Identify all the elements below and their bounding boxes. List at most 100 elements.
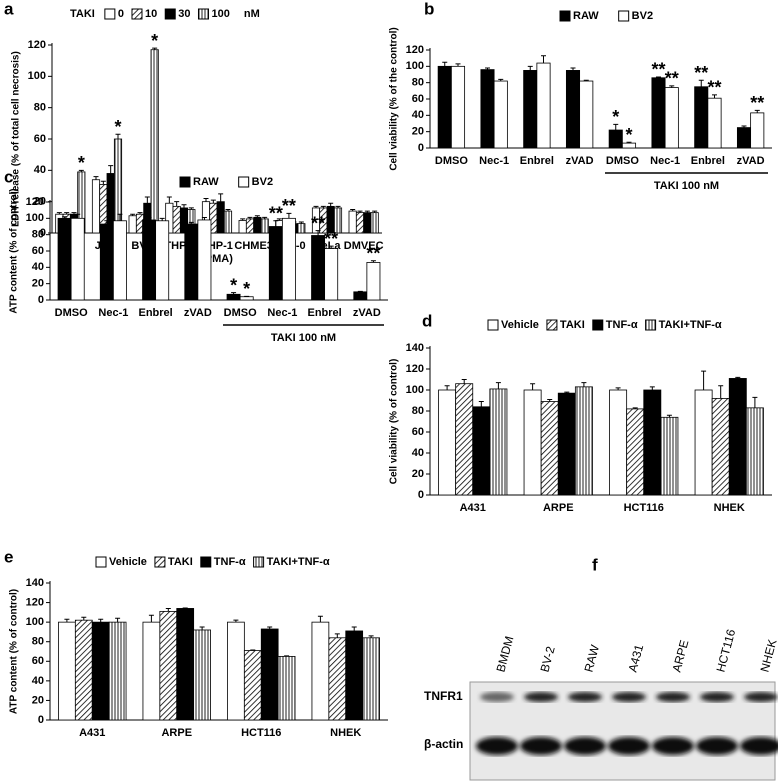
bar [311, 235, 326, 301]
error-bar [570, 67, 576, 71]
x-tick-label: Nec-1 [479, 155, 509, 167]
x-tick-label: NHEK [714, 502, 745, 514]
error-bar [218, 193, 224, 202]
band [564, 737, 606, 755]
bar [557, 392, 576, 496]
y-tick-label: 100 [26, 616, 44, 628]
legend-swatch [559, 10, 571, 22]
bar [745, 407, 764, 496]
bar [113, 138, 123, 234]
x-tick-label: DMSO [606, 155, 639, 167]
y-tick-label: 140 [26, 577, 44, 589]
bar [58, 621, 76, 721]
legend-swatch [131, 8, 143, 20]
error-bar [188, 221, 194, 225]
error-bar [148, 614, 154, 623]
bar [245, 218, 255, 234]
error-bar [165, 607, 171, 612]
band [568, 692, 602, 702]
error-bar [166, 196, 172, 204]
y-tick-label: 120 [406, 363, 424, 375]
bar [608, 129, 623, 149]
lane-label: NHEK [757, 638, 778, 674]
bar [150, 49, 159, 234]
bar [159, 610, 178, 721]
error-bar [455, 63, 461, 67]
error-bar [368, 635, 374, 638]
error-bar [444, 385, 450, 390]
error-bar [370, 260, 376, 263]
error-bar [547, 398, 553, 402]
error-bar [741, 125, 747, 128]
bar [243, 650, 262, 721]
error-bar [144, 196, 150, 204]
legend-swatch [154, 556, 166, 568]
error-bar [108, 165, 114, 174]
significance-mark: ** [282, 196, 296, 216]
bar [536, 62, 551, 149]
legend-swatch [200, 556, 212, 568]
error-bar [98, 618, 104, 623]
y-tick-label: 20 [412, 126, 424, 138]
significance-mark: * [243, 279, 250, 299]
bar [450, 65, 466, 149]
lane-label: BV-2 [537, 645, 557, 674]
error-bar [188, 207, 194, 210]
error-bar [495, 382, 501, 389]
error-bar [315, 230, 321, 236]
bar [281, 217, 296, 301]
y-tick-label: 40 [34, 164, 46, 176]
error-bar [199, 626, 205, 630]
error-bar [115, 133, 121, 139]
y-tick-label: 20 [412, 468, 424, 480]
error-bar [71, 212, 77, 215]
bar [523, 389, 542, 496]
band [520, 737, 562, 755]
group-label: TAKI 100 nM [654, 180, 719, 192]
bar [355, 212, 365, 234]
error-bar [527, 65, 533, 71]
bar [694, 389, 713, 496]
y-tick-label: 100 [28, 70, 46, 82]
error-bar [240, 218, 246, 221]
legend-label: TAKI [168, 556, 193, 568]
row-label: TNFR1 [424, 689, 463, 703]
x-tick-label: Enbrel [139, 307, 173, 319]
bar [260, 218, 269, 234]
error-bar [735, 376, 741, 379]
lane-label: HCT116 [713, 627, 738, 673]
bar [626, 408, 645, 496]
bar [579, 80, 594, 149]
legend-swatch [487, 319, 499, 331]
legend-swatch [546, 319, 558, 331]
bar [260, 628, 279, 721]
bar [197, 219, 212, 301]
bar [366, 262, 381, 301]
error-bar [115, 617, 121, 623]
y-tick-label: 120 [28, 39, 46, 51]
significance-mark: ** [311, 213, 325, 233]
x-tick-label: Enbrel [691, 155, 725, 167]
error-bar [328, 245, 334, 249]
x-tick-label: Enbrel [520, 155, 554, 167]
band [524, 692, 558, 702]
x-tick-label: ARPE [161, 727, 192, 739]
significance-mark: ** [324, 229, 338, 249]
error-bar [273, 220, 279, 227]
error-bar [93, 176, 99, 180]
legend-label: 0 [118, 8, 124, 20]
band [480, 692, 514, 702]
error-bar [613, 123, 619, 131]
bar [664, 87, 679, 149]
bar [711, 397, 730, 496]
panel-label: a [4, 0, 14, 18]
error-bar [152, 47, 158, 50]
significance-mark: ** [366, 244, 380, 264]
bar [493, 80, 508, 149]
x-tick-label: DMVEC [344, 240, 384, 252]
error-bar [328, 202, 334, 207]
legend-label: Vehicle [109, 556, 147, 568]
panel-label: c [4, 167, 13, 186]
lane-label: RAW [581, 643, 602, 674]
legend-label: TNF-α [214, 556, 246, 568]
